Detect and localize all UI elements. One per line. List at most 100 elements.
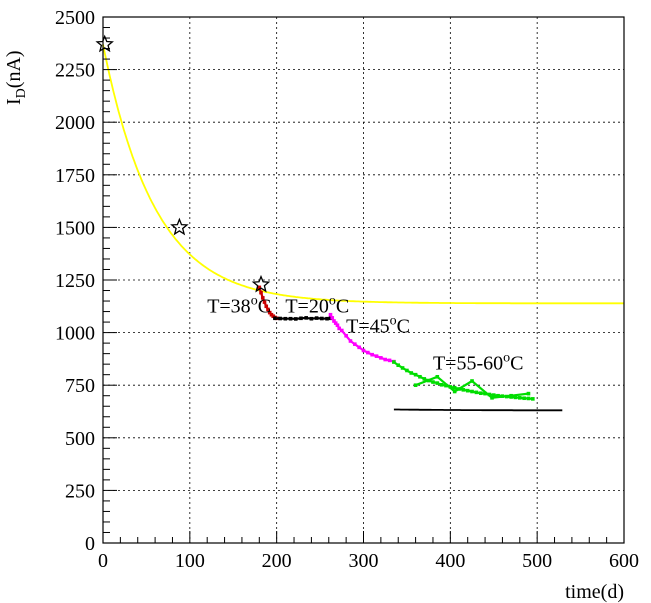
data-point (387, 358, 392, 363)
data-point (335, 323, 340, 328)
data-points (257, 285, 535, 401)
axis-ticks (102, 16, 625, 544)
x-tick-label: 0 (98, 550, 108, 572)
fit-curve (393, 408, 563, 412)
data-point (392, 360, 396, 364)
data-point (409, 371, 414, 375)
data-point (299, 316, 303, 321)
data-point (470, 389, 474, 394)
data-point (413, 372, 418, 377)
data-point (267, 310, 272, 315)
data-point (328, 312, 333, 317)
annotation-t20: T=20oC (285, 294, 349, 318)
data-point (370, 352, 374, 357)
y-tick-label: 0 (85, 533, 95, 555)
data-point (361, 348, 366, 353)
y-tick-label: 500 (65, 428, 95, 450)
data-point (518, 396, 522, 400)
data-point (314, 316, 319, 320)
data-point (262, 300, 267, 304)
data-point (374, 354, 379, 358)
data-point (264, 304, 269, 309)
data-point (513, 395, 518, 400)
y-tick-label: 2250 (55, 60, 95, 82)
star-markers (95, 34, 271, 293)
grid (103, 17, 624, 543)
data-point (366, 350, 370, 355)
fit-curve (102, 44, 624, 305)
data-point (522, 396, 526, 401)
x-tick-label: 300 (349, 550, 379, 572)
data-point (474, 390, 479, 395)
data-point (353, 342, 357, 346)
y-axis-title-unit: (nA) (3, 50, 25, 88)
tick-labels: 0 100 200 300 400 500 600 0 250 500 750 1000 1250 150… (55, 7, 639, 572)
data-point (478, 391, 483, 395)
data-point (344, 333, 348, 338)
data-point (309, 316, 314, 321)
x-tick-label: 100 (175, 550, 205, 572)
data-point (435, 381, 440, 385)
data-point (278, 316, 282, 321)
x-tick-label: 600 (609, 550, 639, 572)
star-marker (251, 274, 271, 293)
data-point (283, 316, 288, 321)
y-tick-label: 2500 (55, 7, 95, 29)
data-point (257, 285, 262, 290)
data-point (509, 393, 513, 398)
y-tick-label: 2000 (55, 112, 95, 134)
annotation-t38: T=38oC (207, 294, 271, 318)
star-marker (95, 34, 114, 53)
y-tick-label: 750 (65, 375, 95, 397)
data-point (431, 380, 435, 384)
annotation-t45: T=45oC (346, 314, 410, 338)
data-point (461, 388, 466, 392)
data-point (348, 339, 353, 343)
y-axis-title-subscript: D (14, 88, 29, 98)
data-point (259, 290, 263, 295)
data-point (531, 397, 535, 401)
data-point (357, 345, 361, 350)
data-point (452, 389, 457, 394)
y-tick-label: 250 (65, 480, 95, 502)
data-point (325, 316, 329, 321)
data-point (526, 391, 531, 396)
data-point (400, 366, 405, 370)
fit-curves (102, 44, 624, 412)
data-point (304, 316, 308, 320)
data-point (418, 374, 422, 379)
data-point (333, 321, 338, 325)
data-point (435, 374, 440, 379)
data-point (439, 382, 444, 387)
x-tick-label: 200 (262, 550, 292, 572)
data-point (293, 317, 298, 321)
star-marker (170, 217, 189, 236)
data-point (330, 316, 335, 320)
y-tick-label: 1000 (55, 323, 95, 345)
data-point (413, 383, 418, 387)
y-axis-title-main: I (3, 98, 25, 105)
x-tick-label: 400 (435, 550, 465, 572)
data-point (332, 319, 336, 323)
data-point (337, 326, 341, 331)
data-point (483, 391, 487, 396)
data-point (526, 396, 531, 401)
data-point (379, 356, 383, 360)
x-axis-title: time(d) (565, 581, 624, 603)
data-point (444, 383, 448, 388)
data-point (422, 377, 427, 381)
data-point (396, 363, 401, 368)
data-point (320, 316, 324, 321)
data-point (339, 328, 344, 333)
data-point (288, 316, 293, 321)
data-point (496, 393, 500, 398)
data-point (383, 357, 388, 362)
data-point (273, 316, 277, 321)
data-point (465, 388, 470, 393)
y-tick-label: 1500 (55, 217, 95, 239)
y-tick-label: 1750 (55, 165, 95, 187)
x-tick-label: 500 (522, 550, 552, 572)
